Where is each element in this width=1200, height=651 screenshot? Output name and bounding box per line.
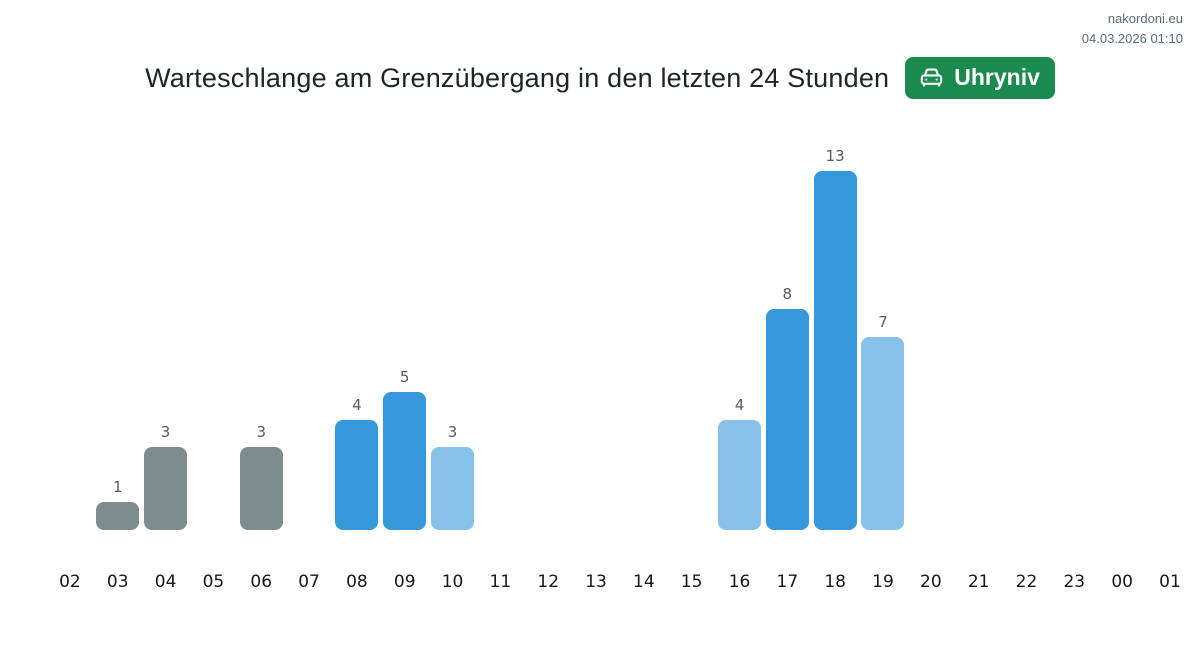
bar-hour-04: 3 bbox=[144, 423, 188, 530]
x-axis-label-01: 01 bbox=[1159, 572, 1181, 592]
bar-slot-19: 7 bbox=[859, 130, 907, 530]
x-axis-label-04: 04 bbox=[154, 572, 177, 592]
x-axis-label-00: 00 bbox=[1111, 572, 1133, 592]
bar-hour-03: 1 bbox=[96, 478, 140, 530]
bar-hour-16: 4 bbox=[718, 396, 761, 530]
x-axis-label-18: 18 bbox=[824, 572, 846, 592]
site-name: nakordoni.eu bbox=[1107, 11, 1183, 26]
bar-hour-09: 5 bbox=[383, 368, 427, 530]
badge-label: Uhryniv bbox=[954, 64, 1040, 90]
bar-hour-17: 8 bbox=[765, 285, 809, 530]
bar-slot-23 bbox=[1050, 130, 1098, 530]
bar-slot-21 bbox=[955, 130, 1003, 530]
bar-slot-13 bbox=[572, 130, 620, 530]
page-title: Warteschlange am Grenzübergang in den le… bbox=[145, 63, 890, 93]
bar-slot-20 bbox=[907, 130, 955, 530]
x-axis-label-22: 22 bbox=[1015, 572, 1038, 592]
bar-value-label-03: 1 bbox=[112, 478, 123, 496]
bar-slot-05 bbox=[189, 130, 237, 530]
x-axis-label-20: 20 bbox=[920, 572, 942, 592]
x-axis-label-17: 17 bbox=[776, 572, 799, 592]
bar-value-label-04: 3 bbox=[160, 423, 171, 441]
car-front-icon bbox=[918, 64, 945, 91]
x-axis-label-16: 16 bbox=[728, 572, 751, 592]
bar-hour-06: 3 bbox=[239, 423, 283, 530]
bar-value-label-17: 8 bbox=[782, 285, 793, 303]
x-axis-label-08: 08 bbox=[346, 572, 368, 592]
bar-slot-14 bbox=[620, 130, 668, 530]
bar-value-label-18: 13 bbox=[825, 147, 845, 165]
x-axis-label-14: 14 bbox=[633, 572, 655, 592]
crossing-badge[interactable]: Uhryniv bbox=[905, 57, 1055, 99]
report-timestamp: 04.03.2026 01:10 bbox=[1081, 30, 1183, 46]
bar-slot-01 bbox=[1146, 130, 1194, 530]
x-axis-label-02: 02 bbox=[59, 572, 81, 592]
bars-area: 1 3 3 4 5 3 4 8 13 7 bbox=[46, 130, 1194, 530]
bar-slot-07 bbox=[285, 130, 333, 530]
x-axis-label-12: 12 bbox=[537, 572, 560, 592]
bar-slot-04: 3 bbox=[142, 130, 190, 530]
x-axis-labels: 02 03 04 05 06 07 08 09 10 11 12 13 14 15 16 17 18 19 20 21… bbox=[46, 572, 1194, 592]
bar-slot-03: 1 bbox=[94, 130, 142, 530]
x-axis-label-10: 10 bbox=[441, 572, 464, 592]
x-axis-label-13: 13 bbox=[585, 572, 607, 592]
bar-hour-10: 3 bbox=[431, 423, 475, 530]
bar-value-label-10: 3 bbox=[447, 423, 458, 441]
title-row: Warteschlange am Grenzübergang in den le… bbox=[0, 56, 1200, 100]
bar-slot-00 bbox=[1098, 130, 1146, 530]
bar-slot-18: 13 bbox=[811, 130, 859, 530]
bar-slot-17: 8 bbox=[763, 130, 811, 530]
bar-slot-02 bbox=[46, 130, 94, 530]
bar-hour-19: 7 bbox=[861, 313, 905, 530]
x-axis-label-15: 15 bbox=[680, 572, 703, 592]
bar-value-label-09: 5 bbox=[399, 368, 410, 386]
x-axis-label-06: 06 bbox=[250, 572, 273, 592]
bar-slot-12 bbox=[524, 130, 572, 530]
x-axis-label-21: 21 bbox=[967, 572, 990, 592]
x-axis-label-19: 19 bbox=[872, 572, 894, 592]
bar-slot-10: 3 bbox=[429, 130, 477, 530]
x-axis-label-23: 23 bbox=[1063, 572, 1086, 592]
bar-value-label-16: 4 bbox=[734, 396, 745, 414]
bar-slot-09: 5 bbox=[381, 130, 429, 530]
queue-bar-chart: 1 3 3 4 5 3 4 8 13 7 02 03 04 05 06 07 08 09 10 11 12 13 14 15… bbox=[46, 130, 1194, 592]
bar-value-label-06: 3 bbox=[256, 423, 266, 441]
bar-value-label-19: 7 bbox=[878, 313, 888, 331]
bar-slot-08: 4 bbox=[333, 130, 381, 530]
bar-slot-15 bbox=[668, 130, 716, 530]
x-axis-label-09: 09 bbox=[393, 572, 416, 592]
bar-hour-08: 4 bbox=[335, 396, 379, 530]
bar-slot-22 bbox=[1003, 130, 1051, 530]
x-axis-label-05: 05 bbox=[202, 572, 225, 592]
bar-slot-11 bbox=[476, 130, 524, 530]
site-meta: nakordoni.eu 04.03.2026 01:10 bbox=[1082, 9, 1183, 48]
bar-slot-16: 4 bbox=[716, 130, 764, 530]
bar-slot-06: 3 bbox=[237, 130, 285, 530]
bar-value-label-08: 4 bbox=[352, 396, 362, 414]
x-axis-label-11: 11 bbox=[489, 572, 512, 592]
x-axis-label-03: 03 bbox=[106, 572, 129, 592]
x-axis-label-07: 07 bbox=[298, 572, 320, 592]
bar-hour-18: 13 bbox=[813, 147, 857, 530]
